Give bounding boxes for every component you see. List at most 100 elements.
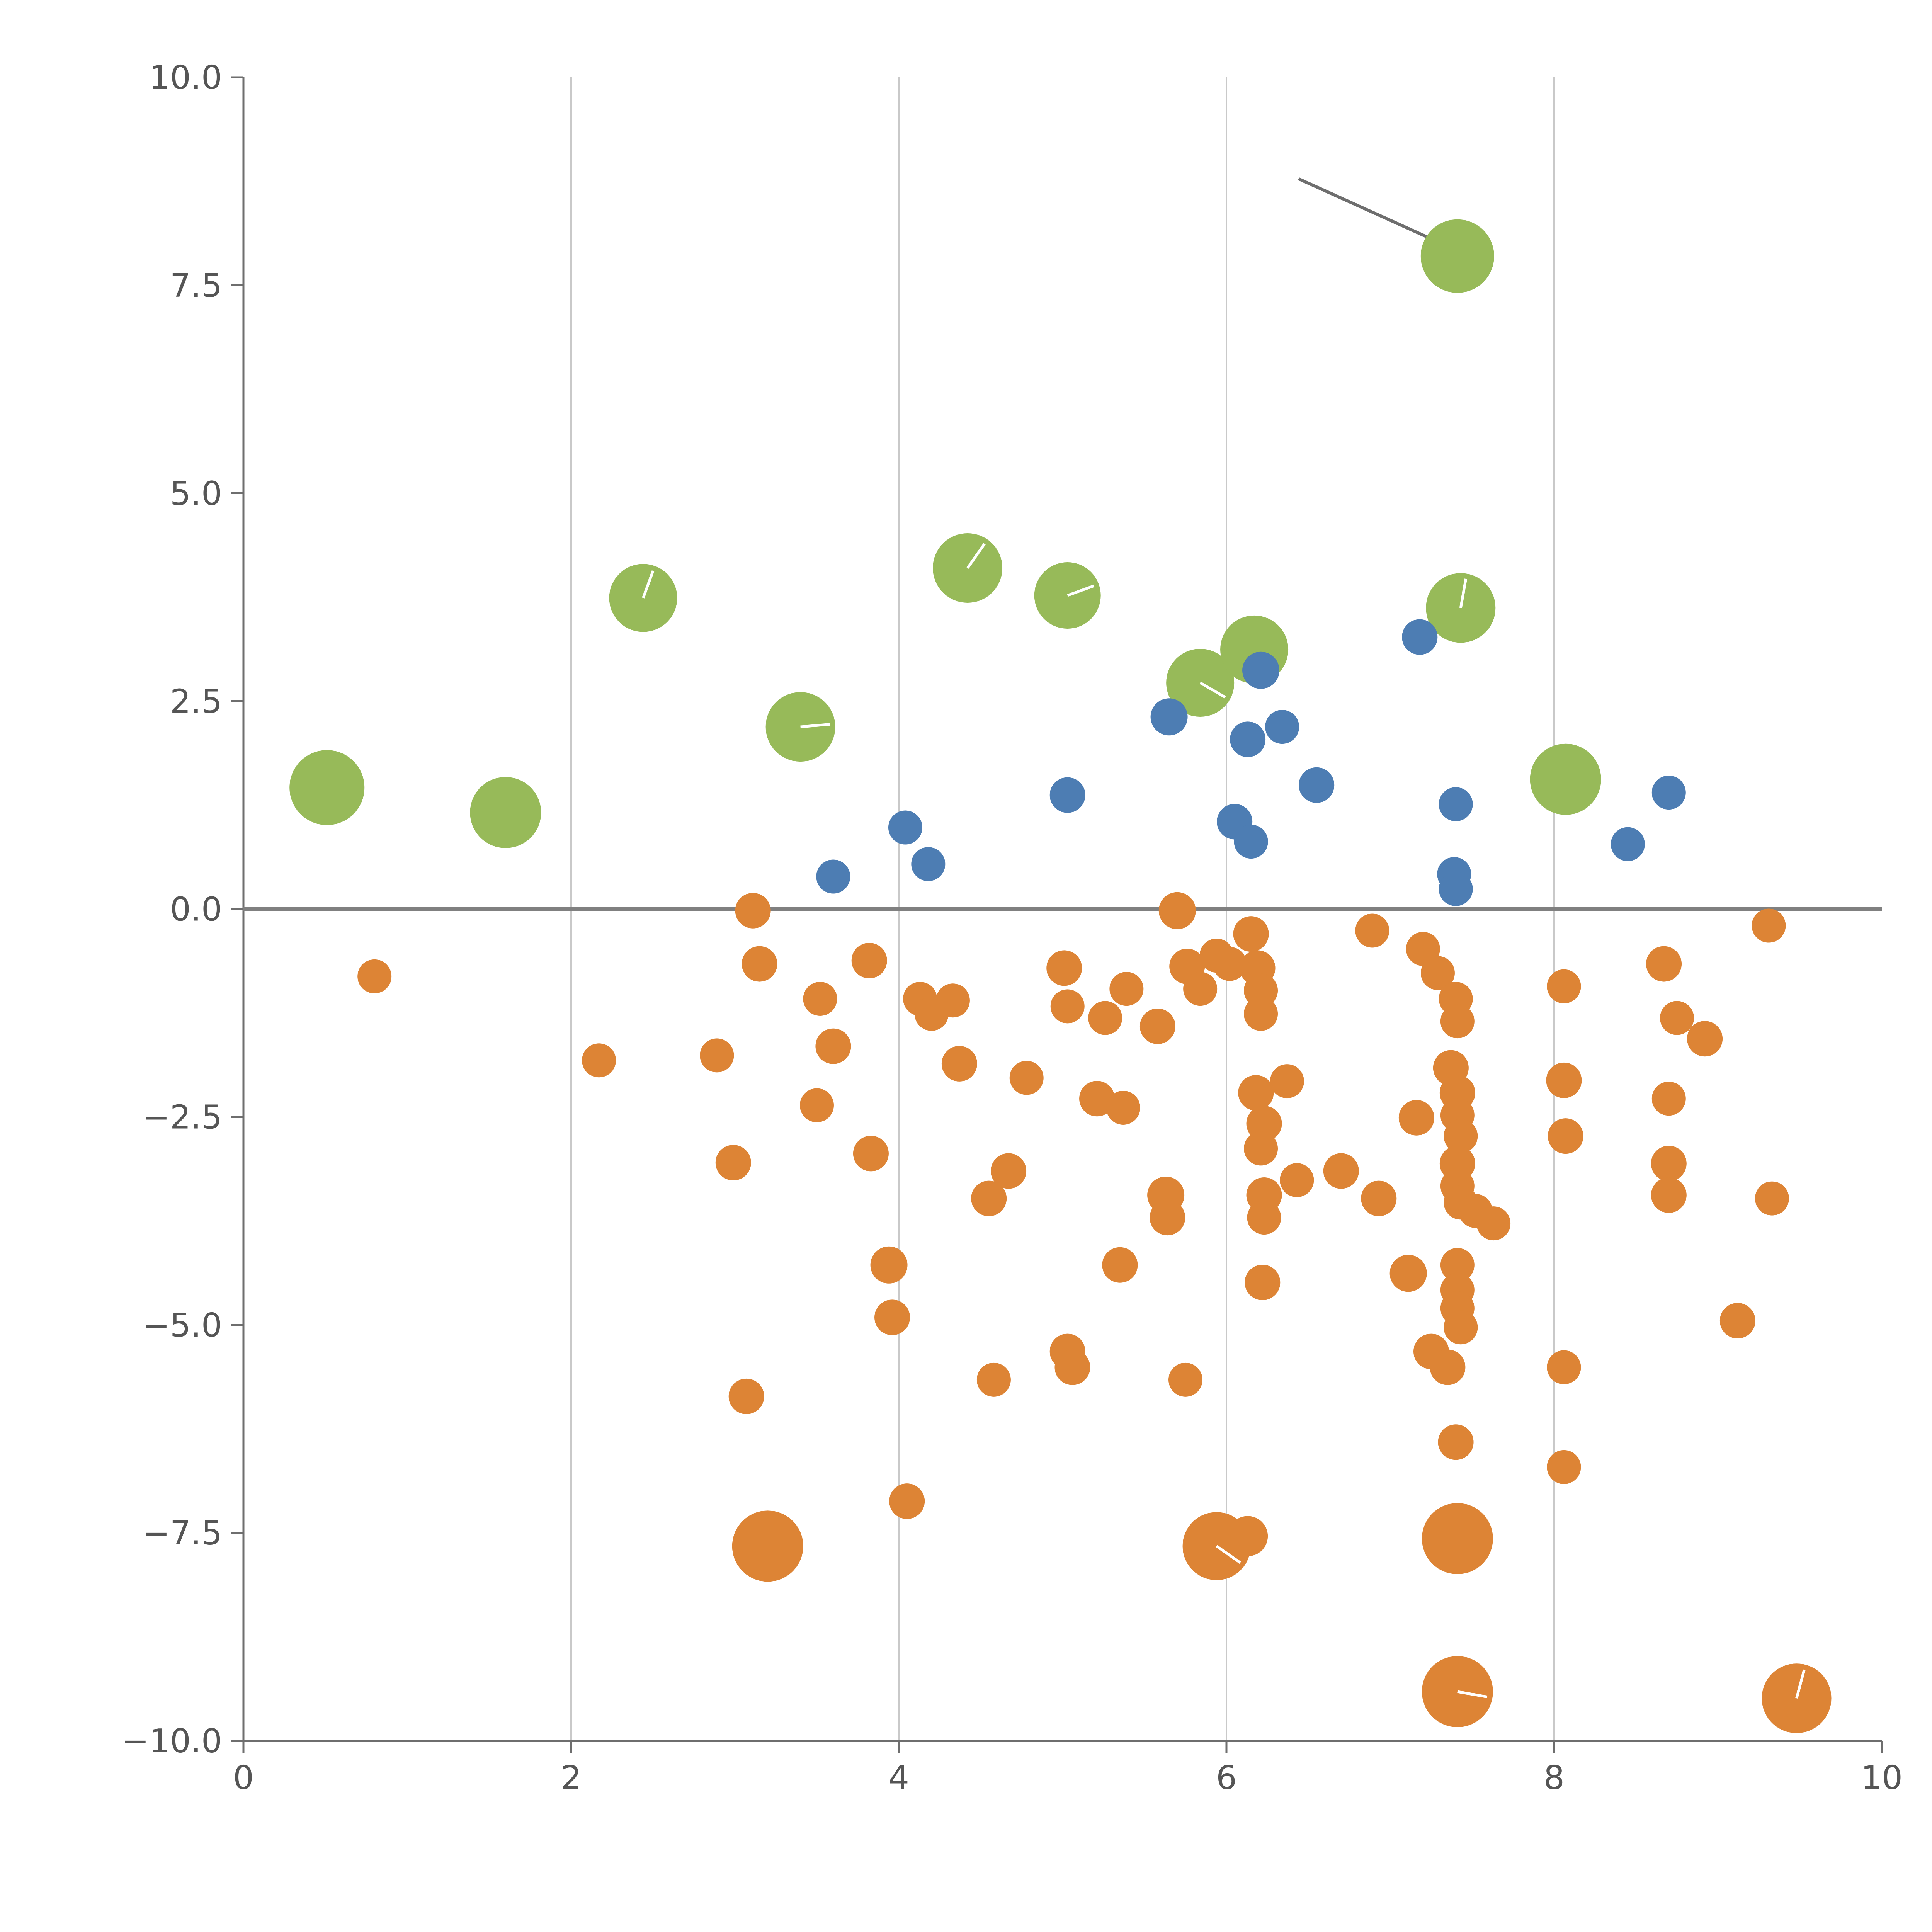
scatter-point-orange [1719, 1303, 1755, 1338]
marker-tick [642, 570, 655, 599]
scatter-point-orange [1651, 1082, 1686, 1116]
scatter-point-orange [1246, 1105, 1282, 1141]
marker-tick [1067, 584, 1095, 597]
scatter-point-orange [1476, 1206, 1511, 1241]
scatter-point-blue [1230, 721, 1266, 757]
scatter-point-blue [1611, 827, 1645, 861]
scatter-point-orange [1280, 1163, 1314, 1197]
scatter-point-orange [870, 1246, 908, 1284]
scatter-point-orange [1660, 1001, 1694, 1035]
scatter-point-orange [1444, 1119, 1478, 1153]
scatter-point-orange [1009, 1061, 1044, 1095]
annotation-line [1298, 177, 1450, 248]
scatter-point-orange [1687, 1021, 1723, 1057]
scatter-point-orange [735, 893, 771, 929]
marker-tick [966, 543, 986, 569]
scatter-point-orange [971, 1180, 1007, 1216]
scatter-point-orange [991, 1153, 1027, 1189]
scatter-point-orange [1438, 1424, 1474, 1460]
scatter-point-orange [1444, 1310, 1478, 1345]
scatter-point-orange [1420, 956, 1455, 990]
scatter-point-blue [1299, 767, 1335, 803]
scatter-point-orange [935, 983, 970, 1018]
scatter-point-orange [1651, 1177, 1687, 1213]
scatter-point-orange [803, 981, 837, 1016]
scatter-point-orange [874, 1299, 910, 1335]
scatter-point-orange [1755, 1181, 1789, 1216]
scatter-point-orange [853, 1136, 889, 1172]
marker-tick [1459, 578, 1468, 608]
scatter-point-blue [816, 859, 850, 894]
scatter-point-blue [1651, 776, 1686, 810]
x-tick-label: 8 [1544, 1759, 1565, 1797]
scatter-point-orange [1079, 1081, 1115, 1117]
scatter-point-blue [1242, 651, 1280, 689]
scatter-point-orange [941, 1046, 977, 1082]
marker-tick [800, 723, 830, 728]
scatter-point-orange [582, 1043, 616, 1078]
y-tick-label: 2.5 [170, 682, 222, 721]
scatter-point-blue [911, 847, 946, 881]
scatter-point-orange [1244, 973, 1278, 1008]
y-tick-label: 10.0 [149, 59, 222, 97]
scatter-point-orange [1430, 1349, 1466, 1385]
y-tick-label: −10.0 [122, 1722, 222, 1760]
scatter-point-orange [1244, 1131, 1278, 1166]
scatter-point-orange [1088, 1001, 1122, 1035]
scatter-point-blue [888, 810, 922, 845]
scatter-point-orange [1244, 997, 1278, 1031]
scatter-point-orange [1106, 1090, 1140, 1125]
scatter-point-orange [889, 1483, 925, 1519]
scatter-point-orange [1150, 1200, 1185, 1236]
scatter-point-orange [1547, 1450, 1581, 1484]
marker-tick [1199, 681, 1226, 699]
scatter-point-orange [1158, 892, 1196, 929]
scatter-point-blue [1049, 777, 1085, 813]
y-tick-label: 7.5 [170, 267, 222, 305]
scatter-point-orange [728, 1378, 764, 1414]
scatter-point-orange [1046, 950, 1082, 986]
scatter-point-orange [1547, 969, 1581, 1003]
scatter-point-orange [1440, 1004, 1475, 1039]
scatter-point-orange [1548, 1118, 1583, 1154]
scatter-point-orange [1183, 972, 1218, 1006]
scatter-point-orange [1323, 1153, 1359, 1189]
scatter-point-green [470, 777, 541, 848]
scatter-point-orange [1646, 946, 1682, 982]
scatter-point-blue [1234, 825, 1268, 859]
scatter-point-orange [1398, 1100, 1434, 1136]
scatter-point-orange [1213, 947, 1247, 981]
y-tick-label: 5.0 [170, 474, 222, 513]
scatter-point-orange [800, 1088, 834, 1122]
scatter-point-green [289, 750, 365, 825]
y-tick-label: 0.0 [170, 891, 222, 929]
scatter-point-orange [742, 946, 777, 982]
scatter-point-orange [1139, 1009, 1175, 1044]
scatter-point-orange [357, 959, 392, 993]
scatter-point-orange [1361, 1180, 1397, 1216]
scatter-point-orange [1238, 1075, 1274, 1111]
x-tick-label: 4 [888, 1759, 909, 1797]
x-tick-label: 10 [1861, 1759, 1903, 1797]
scatter-point-orange [700, 1038, 734, 1073]
scatter-point-orange [715, 1145, 751, 1181]
scatter-point-orange [1546, 1062, 1582, 1098]
marker-tick [1216, 1545, 1241, 1564]
scatter-point-orange [1228, 1516, 1268, 1556]
scatter-point-orange [1109, 972, 1144, 1006]
scatter-point-orange [1054, 1349, 1090, 1385]
scatter-point-blue [1150, 698, 1188, 736]
scatter-point-orange [1355, 913, 1389, 948]
marker-tick [1457, 1690, 1488, 1699]
scatter-point-orange [1752, 908, 1786, 943]
scatter-point-orange [1102, 1247, 1138, 1283]
scatter-point-orange [1247, 1201, 1281, 1235]
scatter-point-orange [1245, 1264, 1281, 1300]
scatter-point-orange [851, 942, 887, 978]
scatter-point-orange [1547, 1350, 1581, 1384]
scatter-point-green [1420, 219, 1494, 293]
x-tick-label: 6 [1216, 1759, 1237, 1797]
x-tick-label: 0 [233, 1759, 254, 1797]
